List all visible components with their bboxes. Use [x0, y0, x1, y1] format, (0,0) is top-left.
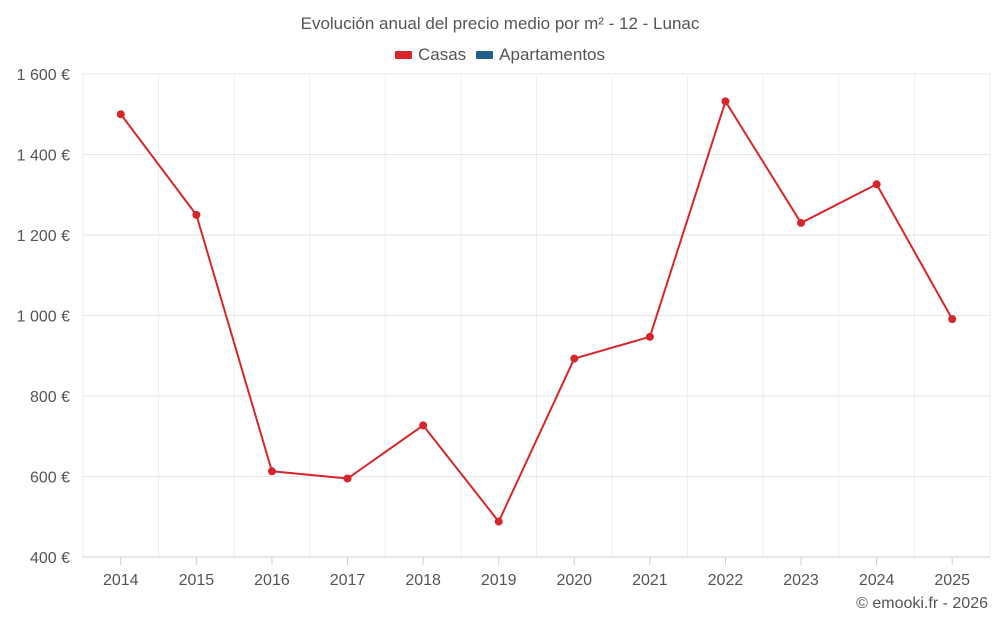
legend-label-casas: Casas	[417, 45, 467, 64]
x-tick-label: 2023	[783, 572, 819, 589]
x-tick-label: 2024	[859, 572, 895, 589]
x-tick-label: 2017	[330, 572, 366, 589]
data-point[interactable]	[645, 332, 654, 341]
legend-swatch-apartamentos	[476, 51, 494, 59]
x-tick-label: 2018	[405, 572, 441, 589]
data-point[interactable]	[797, 218, 806, 227]
y-tick-label: 1 200 €	[17, 228, 70, 245]
data-point[interactable]	[267, 467, 276, 476]
x-tick-label: 2014	[103, 572, 139, 589]
data-point[interactable]	[948, 315, 957, 324]
y-tick-label: 600 €	[30, 470, 70, 487]
y-tick-label: 1 000 €	[17, 309, 70, 326]
credit-text: © emooki.fr - 2026	[856, 595, 988, 612]
x-tick-label: 2019	[481, 572, 517, 589]
x-tick-label: 2021	[632, 572, 668, 589]
data-point[interactable]	[343, 474, 352, 483]
x-tick-label: 2016	[254, 572, 290, 589]
x-tick-label: 2020	[556, 572, 592, 589]
data-point[interactable]	[570, 354, 579, 363]
y-tick-label: 400 €	[30, 550, 70, 567]
legend-item-apartamentos[interactable]: Apartamentos	[476, 45, 605, 65]
x-tick-label: 2022	[708, 572, 744, 589]
data-point[interactable]	[116, 110, 125, 119]
data-point[interactable]	[721, 97, 730, 106]
legend-swatch-casas	[394, 51, 412, 59]
y-tick-label: 1 600 €	[17, 67, 70, 84]
x-tick-label: 2025	[934, 572, 970, 589]
chart-legend: Casas Apartamentos	[0, 45, 1000, 65]
data-point[interactable]	[419, 421, 428, 430]
legend-label-apartamentos: Apartamentos	[499, 45, 606, 64]
data-point[interactable]	[494, 517, 503, 526]
y-tick-label: 800 €	[30, 389, 70, 406]
legend-item-casas[interactable]: Casas	[394, 45, 467, 65]
y-tick-label: 1 400 €	[17, 148, 70, 165]
data-point[interactable]	[192, 210, 201, 219]
chart-title: Evolución anual del precio medio por m² …	[300, 14, 700, 33]
data-point[interactable]	[872, 180, 881, 189]
x-tick-label: 2015	[179, 572, 215, 589]
series-line-casas	[119, 100, 954, 523]
